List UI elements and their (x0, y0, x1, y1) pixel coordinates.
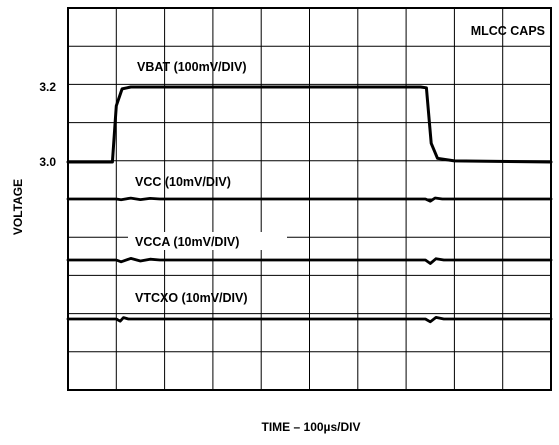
y-tick-3-2: 3.2 (39, 80, 56, 94)
series-1-label: VCC (10mV/DIV) (135, 175, 231, 189)
series-0-trace (66, 85, 553, 164)
series-2-label: VCCA (10mV/DIV) (135, 235, 239, 249)
trace-layer (66, 85, 553, 324)
series-3-label: VTCXO (10mV/DIV) (135, 291, 248, 305)
series-3-trace (66, 316, 553, 324)
x-axis-title: TIME – 100µs/DIV (262, 420, 361, 434)
corner-label: MLCC CAPS (471, 24, 545, 38)
y-tick-3-0: 3.0 (39, 155, 56, 169)
series-2-trace (66, 257, 553, 265)
label-layer: VBAT (100mV/DIV) VCC (10mV/DIV) VCCA (10mV… (128, 60, 287, 305)
series-0-label: VBAT (100mV/DIV) (137, 60, 247, 74)
series-1-trace (66, 196, 553, 203)
y-axis-title: VOLTAGE (11, 179, 25, 235)
series-2-label-mask (128, 232, 287, 250)
